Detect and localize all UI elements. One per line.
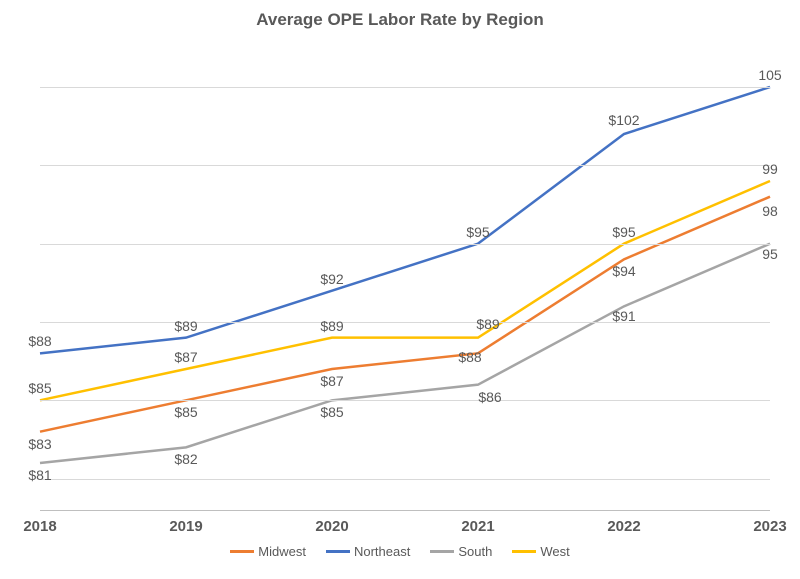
data-label: $92 <box>320 271 343 287</box>
x-axis-label: 2018 <box>23 518 56 535</box>
chart-legend: Midwest Northeast South West <box>0 544 800 559</box>
data-label: 105 <box>758 67 781 83</box>
x-axis-label: 2019 <box>169 518 202 535</box>
data-label: $81 <box>28 467 51 483</box>
data-label: $85 <box>174 404 197 420</box>
data-label: $89 <box>476 316 499 332</box>
data-label: 99 <box>762 161 778 177</box>
legend-label: South <box>458 544 492 559</box>
data-label: $87 <box>174 349 197 365</box>
legend-item-south: South <box>430 544 492 559</box>
gridline <box>40 479 770 480</box>
data-label: $91 <box>612 308 635 324</box>
data-label: 98 <box>762 203 778 219</box>
legend-item-northeast: Northeast <box>326 544 410 559</box>
legend-swatch <box>430 550 454 553</box>
legend-swatch <box>230 550 254 553</box>
data-label: 95 <box>762 246 778 262</box>
data-label: $87 <box>320 373 343 389</box>
legend-item-midwest: Midwest <box>230 544 306 559</box>
data-label: $88 <box>458 349 481 365</box>
data-label: $89 <box>320 318 343 334</box>
gridline <box>40 400 770 401</box>
series-line-northeast <box>40 87 770 353</box>
gridline <box>40 87 770 88</box>
legend-label: Northeast <box>354 544 410 559</box>
x-axis-label: 2022 <box>607 518 640 535</box>
x-axis-label: 2020 <box>315 518 348 535</box>
chart-container: Average OPE Labor Rate by Region 2018 201… <box>0 0 800 579</box>
chart-title: Average OPE Labor Rate by Region <box>0 10 800 30</box>
data-label: $102 <box>608 112 639 128</box>
x-axis-label: 2021 <box>461 518 494 535</box>
series-line-south <box>40 244 770 463</box>
data-label: $95 <box>612 224 635 240</box>
data-label: $82 <box>174 451 197 467</box>
gridline <box>40 322 770 323</box>
legend-swatch <box>326 550 350 553</box>
data-label: $86 <box>478 389 501 405</box>
legend-item-west: West <box>512 544 569 559</box>
data-label: $85 <box>28 380 51 396</box>
legend-label: Midwest <box>258 544 306 559</box>
legend-label: West <box>540 544 569 559</box>
series-line-midwest <box>40 197 770 432</box>
data-label: $95 <box>466 224 489 240</box>
data-label: $94 <box>612 263 635 279</box>
x-axis-line <box>40 510 770 511</box>
plot-area: 201820192020202120222023$83$85$87$88$949… <box>40 40 770 510</box>
data-label: $85 <box>320 404 343 420</box>
chart-lines <box>40 40 770 510</box>
x-axis-label: 2023 <box>753 518 786 535</box>
gridline <box>40 244 770 245</box>
data-label: $88 <box>28 333 51 349</box>
data-label: $89 <box>174 318 197 334</box>
data-label: $83 <box>28 436 51 452</box>
gridline <box>40 165 770 166</box>
legend-swatch <box>512 550 536 553</box>
